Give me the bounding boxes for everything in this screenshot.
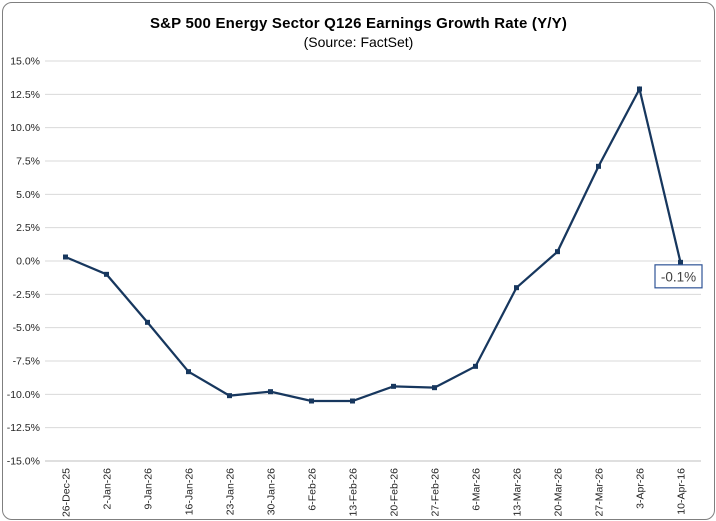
data-point-marker bbox=[555, 249, 560, 255]
data-point-marker bbox=[596, 163, 601, 169]
data-point-marker bbox=[432, 385, 437, 391]
x-tick-label: 26-Dec-25 bbox=[61, 468, 73, 517]
x-tick-label: 6-Mar-26 bbox=[471, 468, 483, 511]
y-tick-label: 7.5% bbox=[16, 156, 40, 168]
x-tick-label: 13-Mar-26 bbox=[512, 468, 524, 517]
x-tick-label: 27-Feb-26 bbox=[430, 468, 442, 517]
x-tick-label: 27-Mar-26 bbox=[594, 468, 606, 517]
x-tick-label: 10-Apr-16 bbox=[676, 468, 688, 515]
x-tick-label: 16-Jan-26 bbox=[184, 468, 196, 515]
data-point-marker bbox=[678, 259, 683, 265]
x-tick-label: 30-Jan-26 bbox=[266, 468, 278, 515]
y-tick-label: 12.5% bbox=[10, 89, 40, 101]
annotation-box bbox=[654, 264, 703, 289]
data-point-marker bbox=[473, 363, 478, 369]
data-point-marker bbox=[391, 383, 396, 389]
x-tick-label: 23-Jan-26 bbox=[225, 468, 237, 515]
line-chart: 15.0% 12.5% 10.0% 7.5% 5.0% 2.5% 0.0% -2.5% -5.0… bbox=[7, 56, 703, 517]
y-tick-label: -2.5% bbox=[13, 289, 40, 301]
data-point-marker bbox=[227, 393, 232, 399]
x-tick-label: 13-Feb-26 bbox=[348, 468, 360, 517]
data-line bbox=[65, 85, 682, 403]
y-tick-label: 0.0% bbox=[16, 256, 40, 268]
y-tick-label: -15.0% bbox=[7, 456, 40, 468]
chart-subtitle: (Source: FactSet) bbox=[303, 34, 414, 50]
data-point-marker bbox=[104, 271, 109, 277]
data-point-marker bbox=[637, 86, 642, 92]
y-tick-label: -7.5% bbox=[13, 356, 40, 368]
y-tick-label: -12.5% bbox=[7, 422, 40, 434]
x-tick-label: 9-Jan-26 bbox=[143, 468, 155, 510]
y-tick-label: 2.5% bbox=[16, 222, 40, 234]
data-point-marker bbox=[514, 285, 519, 291]
chart-title: S&P 500 Energy Sector Q126 Earnings Grow… bbox=[149, 15, 568, 32]
annotation-label: -0.1% bbox=[661, 269, 696, 284]
x-tick-label: 2-Jan-26 bbox=[102, 468, 114, 510]
x-tick-label: 6-Feb-26 bbox=[307, 468, 319, 511]
y-tick-label: 15.0% bbox=[10, 56, 40, 68]
data-point-marker bbox=[350, 398, 355, 404]
y-tick-label: 5.0% bbox=[16, 189, 40, 201]
data-point-marker bbox=[268, 389, 273, 395]
x-tick-label: 20-Feb-26 bbox=[389, 468, 401, 517]
y-tick-label: -10.0% bbox=[7, 389, 40, 401]
data-point-marker bbox=[309, 398, 314, 404]
y-tick-label: 10.0% bbox=[10, 122, 40, 134]
data-point-marker bbox=[186, 369, 191, 375]
data-point-marker bbox=[145, 319, 150, 325]
x-tick-label: 20-Mar-26 bbox=[553, 468, 565, 517]
y-tick-label: -5.0% bbox=[13, 322, 40, 334]
data-point-marker bbox=[63, 254, 68, 260]
x-tick-label: 3-Apr-26 bbox=[635, 468, 647, 509]
